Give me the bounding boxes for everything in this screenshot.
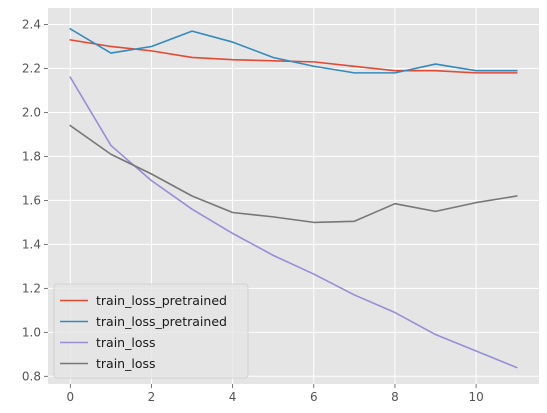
axes: 0 2 4 6 8 10 0.8 1.0 1.2 1.4 1.6 1.8 2.0 2.2 2.4 [22,18,484,404]
y-tick-label: 1.2 [22,282,41,296]
x-tick-label: 6 [310,390,318,404]
series-line-2 [69,76,518,369]
x-tick-label: 2 [148,390,156,404]
y-tick-label: 0.8 [22,370,41,384]
y-tick-label: 1.4 [22,238,41,252]
y-tick-label: 2.4 [22,18,41,32]
legend-label: train_loss_pretrained [96,314,227,329]
series-line-1 [69,27,518,74]
legend: train_loss_pretrained train_loss_pretrain… [53,283,249,379]
y-tick-label: 1.6 [22,194,41,208]
y-tick-label: 1.8 [22,150,41,164]
x-tick-label: 10 [468,390,483,404]
legend-label: train_loss_pretrained [96,293,227,308]
x-tick-label: 8 [391,390,399,404]
x-tick-label: 4 [229,390,237,404]
series-line-3 [69,124,518,224]
y-tick-label: 2.0 [22,106,41,120]
legend-label: train_loss [96,356,156,371]
series-lines [69,27,518,369]
legend-label: train_loss [96,335,156,350]
y-tick-label: 1.0 [22,326,41,340]
legend-box [53,283,249,379]
y-tick-label: 2.2 [22,62,41,76]
x-tick-label: 0 [66,390,74,404]
